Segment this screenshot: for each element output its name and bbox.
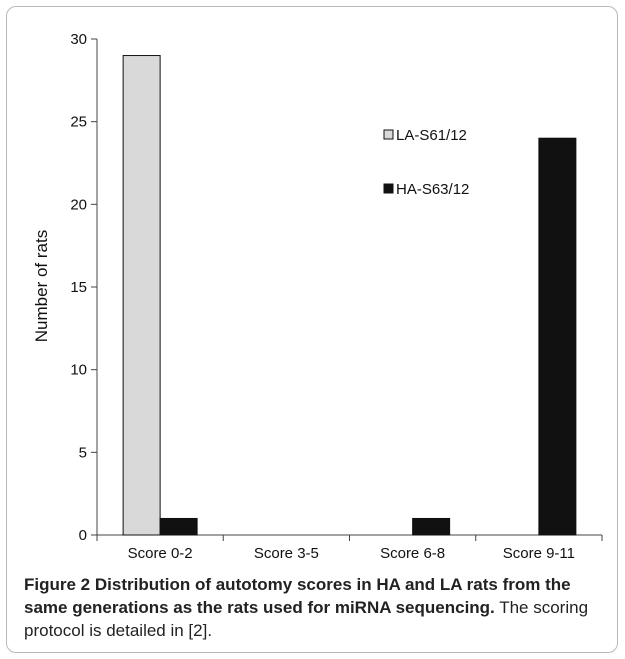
- y-tick-label: 30: [70, 31, 87, 48]
- y-tick-label: 5: [79, 444, 87, 461]
- bar: [122, 55, 161, 536]
- bar: [538, 137, 577, 536]
- bar: [159, 517, 198, 536]
- y-tick-label: 0: [79, 527, 87, 544]
- caption-title: Distribution of autotomy scores in HA an…: [24, 575, 571, 617]
- bars: [122, 55, 577, 536]
- y-tick-label: 25: [70, 114, 87, 131]
- y-axis: 0 5 10 15 20 25 30: [70, 31, 98, 544]
- y-tick-label: 20: [70, 196, 87, 213]
- y-tick-label: 10: [70, 362, 87, 379]
- bar-chart: 0 5 10 15 20 25 30 Score 0-2 Score 3-5 Score 6-8…: [32, 31, 603, 562]
- x-tick-label: Score 6-8: [380, 545, 445, 562]
- legend: LA-S61/12 HA-S63/12: [383, 127, 469, 198]
- caption-label: Figure 2: [24, 575, 91, 594]
- y-axis-label: Number of rats: [32, 230, 51, 342]
- figure-frame: [6, 6, 618, 653]
- legend-label: LA-S61/12: [396, 127, 467, 144]
- y-tick-label: 15: [70, 279, 87, 296]
- caption-text: The scoring protocol is detailed in [2].: [24, 598, 589, 640]
- figure-caption: Figure 2 Distribution of autotomy scores…: [24, 573, 604, 642]
- x-axis: Score 0-2 Score 3-5 Score 6-8 Score 9-11: [96, 534, 603, 562]
- bar: [412, 517, 451, 536]
- x-tick-label: Score 3-5: [254, 545, 319, 562]
- legend-swatch: [383, 129, 394, 140]
- legend-swatch: [383, 183, 394, 194]
- x-tick-label: Score 9-11: [503, 545, 575, 562]
- x-tick-label: Score 0-2: [128, 545, 193, 562]
- legend-label: HA-S63/12: [396, 181, 469, 198]
